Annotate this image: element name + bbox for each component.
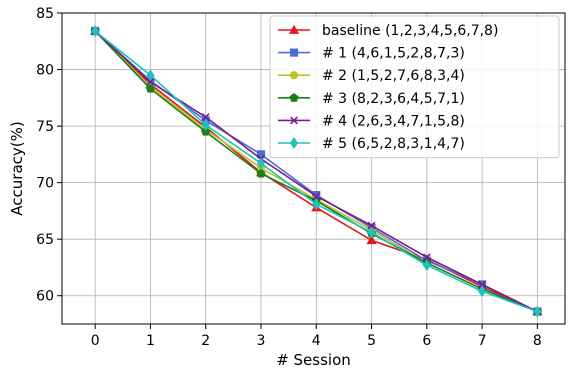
legend: baseline (1,2,3,4,5,6,7,8) # 1 (4,6,1,5,2… (269, 15, 560, 159)
x-tick-label: 4 (312, 333, 321, 349)
x-tick-label: 3 (257, 333, 266, 349)
data-point (366, 235, 377, 245)
x-tick-label: 6 (422, 333, 431, 349)
data-point (146, 78, 155, 86)
legend-entry: # 4 (2,6,3,4,7,1,5,8) (278, 113, 465, 129)
legend-label: # 4 (2,6,3,4,7,1,5,8) (322, 113, 465, 129)
data-point (422, 259, 431, 272)
series-lines (90, 25, 543, 318)
legend-entry: baseline (1,2,3,4,5,6,7,8) (278, 23, 498, 39)
data-point (312, 192, 321, 201)
data-point (145, 83, 156, 93)
x-tick-label: 0 (91, 333, 100, 349)
y-axis-label: Accuracy(%) (8, 121, 26, 215)
data-point (256, 168, 266, 178)
data-point (422, 253, 431, 262)
x-tick-label: 7 (478, 333, 487, 349)
legend-label: # 1 (4,6,1,5,2,8,7,3) (322, 46, 465, 62)
y-tick-label: 80 (36, 63, 54, 79)
data-point (312, 198, 321, 211)
legend-marker (290, 116, 298, 125)
legend-marker (289, 48, 299, 57)
legend-marker (288, 24, 300, 34)
data-point (533, 305, 542, 318)
legend-marker (290, 137, 298, 149)
data-point (201, 126, 211, 136)
x-tick-label: 8 (533, 333, 542, 349)
data-point (367, 221, 376, 230)
data-point (146, 69, 155, 82)
legend-label: baseline (1,2,3,4,5,6,7,8) (322, 23, 498, 39)
y-tick-label: 70 (36, 176, 54, 192)
x-tick-label: 2 (201, 333, 210, 349)
x-tick-label: 5 (367, 333, 376, 349)
x-tick-label: 1 (146, 333, 155, 349)
plot-frame (61, 12, 566, 325)
data-point (201, 119, 210, 131)
legend-marker (289, 92, 299, 102)
y-tick-label: 75 (36, 119, 54, 135)
legend-entry: # 5 (6,5,2,8,3,1,4,7) (278, 136, 465, 152)
axis-ticks: 0 1 2 3 4 5 6 7 8 60 65 70 75 80 85 (36, 6, 542, 349)
legend-box (269, 15, 560, 159)
y-tick-label: 60 (36, 289, 54, 305)
data-point (367, 226, 376, 239)
legend-entry: # 1 (4,6,1,5,2,8,7,3) (278, 46, 465, 62)
y-tick-label: 65 (36, 232, 54, 248)
legend-label: # 5 (6,5,2,8,3,1,4,7) (322, 136, 465, 152)
x-axis-label: # Session (276, 351, 351, 369)
data-point (201, 113, 210, 121)
legend-label: # 2 (1,5,2,7,6,8,3,4) (322, 68, 465, 84)
legend-entry: # 2 (1,5,2,7,6,8,3,4) (278, 68, 465, 84)
data-point (91, 25, 100, 38)
legend-label: # 3 (8,2,3,6,4,5,7,1) (322, 91, 465, 107)
series-5 (91, 25, 542, 318)
data-point (257, 157, 265, 170)
y-tick-label: 85 (36, 6, 54, 22)
data-point (478, 280, 487, 289)
legend-marker (289, 71, 299, 80)
data-point (478, 285, 487, 298)
legend-entry: # 3 (8,2,3,6,4,5,7,1) (278, 91, 465, 107)
